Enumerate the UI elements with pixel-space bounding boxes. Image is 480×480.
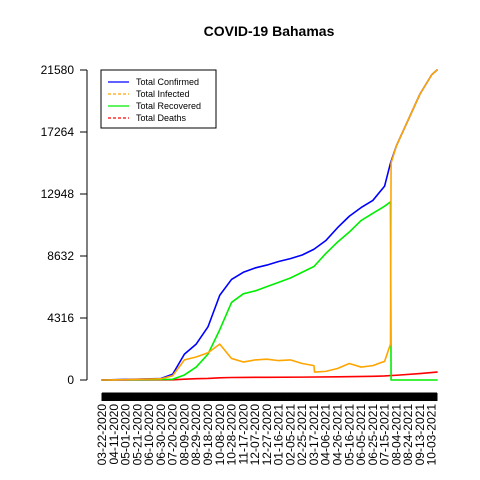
x-tick-label: 04-26-2021 [331, 404, 345, 466]
series-line-total-deaths [101, 371, 438, 381]
legend-label: Total Infected [136, 89, 190, 99]
y-tick-label: 8632 [47, 249, 74, 263]
x-tick-label: 03-22-2020 [95, 404, 109, 466]
x-tick-label: 10-08-2020 [213, 404, 227, 466]
x-tick-label: 06-25-2021 [366, 404, 380, 466]
x-tick-label: 12-27-2020 [260, 404, 274, 466]
x-tick-label: 04-11-2020 [107, 404, 121, 465]
legend-label: Total Recovered [136, 101, 201, 111]
x-tick-label: 10-28-2020 [225, 404, 239, 466]
series-line-total-infected [101, 69, 438, 381]
x-tick-label: 05-21-2020 [130, 404, 144, 466]
y-axis-ticks: 0 4316 8632 12948 17264 21580 [41, 63, 87, 387]
x-tick-label: 04-06-2021 [319, 404, 333, 466]
y-tick-label: 21580 [41, 63, 75, 77]
legend-label: Total Confirmed [136, 77, 199, 87]
x-tick-label: 07-15-2021 [378, 404, 392, 466]
series-line-total-recovered [101, 201, 438, 381]
x-tick-label: 02-05-2021 [283, 404, 297, 466]
y-tick-label: 4316 [47, 311, 74, 325]
x-tick-label: 08-04-2021 [389, 404, 403, 466]
x-tick-label: 08-24-2021 [401, 404, 415, 466]
x-tick-label: 09-18-2020 [201, 404, 215, 466]
legend: Total Confirmed Total Infected Total Recov… [100, 69, 217, 129]
x-tick-label: 08-09-2020 [177, 404, 191, 466]
x-axis-ticks: 03-22-202004-11-202005-01-202005-21-2020… [95, 392, 439, 466]
chart-title: COVID-19 Bahamas [204, 23, 335, 39]
y-tick-label: 12948 [41, 187, 75, 201]
y-tick-label: 17264 [41, 125, 75, 139]
y-tick-label: 0 [67, 373, 74, 387]
x-tick-label: 02-25-2021 [295, 404, 309, 466]
x-tick-label: 06-05-2021 [354, 404, 368, 466]
x-tick-label: 12-07-2020 [248, 404, 262, 466]
legend-label: Total Deaths [136, 113, 187, 123]
x-tick-label: 08-29-2020 [189, 404, 203, 466]
x-tick-label: 11-17-2020 [236, 404, 250, 465]
x-tick-label: 10-03-2021 [425, 404, 439, 466]
series-layer [101, 69, 438, 381]
x-tick-label: 06-30-2020 [154, 404, 168, 466]
x-tick-label: 01-16-2021 [272, 404, 286, 466]
x-tick-label: 05-16-2021 [342, 404, 356, 466]
x-tick-label: 03-17-2021 [307, 404, 321, 466]
x-tick-label: 09-13-2021 [413, 404, 427, 466]
x-tick-label: 07-20-2020 [166, 404, 180, 466]
x-tick-label: 05-01-2020 [119, 404, 133, 466]
x-tick-label: 06-10-2020 [142, 404, 156, 466]
